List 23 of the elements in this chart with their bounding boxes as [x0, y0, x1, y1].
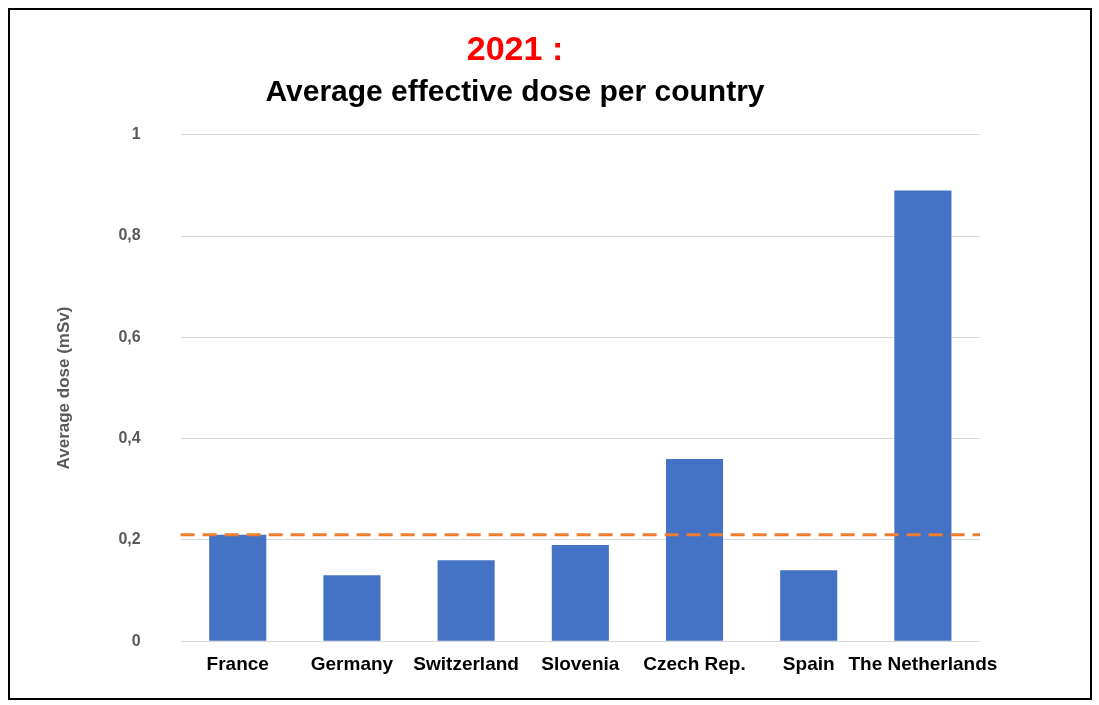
- y-tick-label: 1: [131, 125, 141, 143]
- bar: [323, 575, 381, 641]
- x-tick-label: Switzerland: [413, 652, 519, 674]
- y-axis-title: Average dose (mSv): [53, 306, 73, 470]
- bar: [209, 534, 267, 641]
- x-tick-label: The Netherlands: [848, 652, 998, 674]
- bar: [780, 570, 838, 641]
- y-tick-label: 0: [131, 631, 141, 649]
- x-tick-label: France: [206, 652, 269, 674]
- x-tick-label: Spain: [782, 652, 835, 674]
- chart-title: 2021 :: [466, 28, 564, 67]
- bar: [665, 458, 724, 641]
- y-tick-label: 0,4: [118, 429, 141, 447]
- bar: [437, 560, 495, 641]
- bar: [894, 190, 952, 641]
- x-tick-label: Germany: [310, 652, 394, 674]
- bar: [551, 544, 609, 641]
- x-tick-label: Slovenia: [541, 652, 620, 674]
- y-tick-label: 0,8: [118, 226, 141, 244]
- x-tick-label: Czech Rep.: [643, 652, 746, 674]
- y-tick-label: 0,6: [118, 327, 141, 345]
- chart-subtitle: Average effective dose per country: [265, 74, 765, 108]
- y-tick-label: 0,2: [118, 530, 141, 548]
